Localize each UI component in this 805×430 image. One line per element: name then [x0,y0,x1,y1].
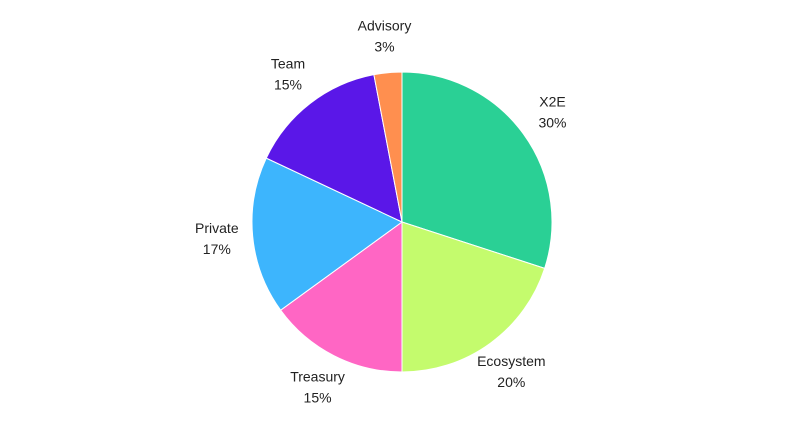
slice-value-label: 20% [497,374,525,390]
slice-label: X2E [539,93,565,109]
slice-label: Ecosystem [477,353,545,369]
pie-slice [265,74,403,223]
pie-slice [251,157,403,311]
pie-slice [401,71,553,269]
slice-value-label: 15% [304,389,332,405]
pie-slice [401,221,546,373]
slice-value-label: 17% [203,241,231,257]
slice-value-label: 3% [374,39,394,55]
slice-label: Advisory [358,18,412,34]
slice-label: Team [271,56,305,72]
slice-label: Treasury [290,368,345,384]
slice-value-label: 30% [538,114,566,130]
slice-value-label: 15% [274,77,302,93]
slice-label: Private [195,220,239,236]
pie-slice [279,221,403,373]
pie-slice [373,71,403,223]
